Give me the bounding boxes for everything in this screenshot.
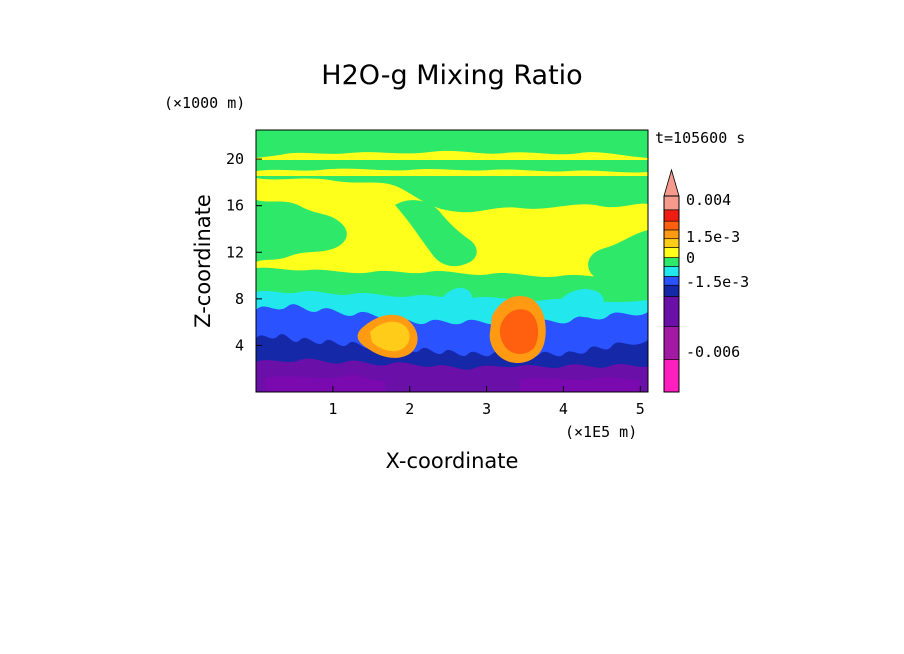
colorbar-segment <box>663 276 680 286</box>
x-axis-ticks: 1 2 3 4 5 <box>328 386 645 418</box>
x-tick-label: 5 <box>636 400 645 418</box>
plot-frame <box>255 129 649 393</box>
x-tick-label: 2 <box>405 400 414 418</box>
colorbar-label-0004: 0.004 <box>686 191 731 209</box>
colorbar-label-neg0006: -0.006 <box>686 343 740 361</box>
colorbar-label-0: 0 <box>686 249 695 267</box>
y-tick-label: 20 <box>226 150 244 168</box>
colorbar-segment <box>663 284 680 297</box>
colorbar-labels: 0.004 1.5e-3 0 -1.5e-3 -0.006 <box>686 191 749 361</box>
y-tick-label: 12 <box>226 243 244 261</box>
contour-field <box>256 130 648 392</box>
colorbar-segment <box>663 195 680 211</box>
x-tick-label: 3 <box>482 400 491 418</box>
y-axis-unit: (×1000 m) <box>164 94 245 112</box>
colorbar-segment <box>663 326 680 360</box>
colorbar-segment <box>663 209 680 222</box>
field-green-top <box>256 130 648 158</box>
x-axis-title: X-coordinate <box>386 449 519 473</box>
x-tick-label: 4 <box>559 400 568 418</box>
x-tick-label: 1 <box>328 400 337 418</box>
field-cyan-plume-1 <box>560 289 604 318</box>
colorbar-segment <box>663 296 680 327</box>
colorbar-segment <box>663 257 680 267</box>
field-cyan-plume-2 <box>440 287 473 313</box>
field-yellowcore-left <box>370 321 410 352</box>
y-tick-label: 8 <box>235 290 244 308</box>
colorbar-label-15e-3: 1.5e-3 <box>686 228 740 246</box>
colorbar-segment <box>663 229 680 240</box>
field-green-left-mid <box>256 200 347 262</box>
colorbar-segment <box>663 247 680 258</box>
colorbar-segment <box>663 359 680 393</box>
field-redorange-right <box>499 309 539 354</box>
colorbar-segment <box>663 238 680 248</box>
field-green-band-2 <box>256 160 648 173</box>
field-green-plume <box>395 200 477 267</box>
colorbar-extend-arrow <box>663 168 680 197</box>
y-axis-ticks: 4 8 12 16 20 <box>226 150 262 354</box>
y-tick-label: 4 <box>235 336 244 354</box>
x-axis-unit: (×1E5 m) <box>565 423 637 441</box>
chart-title: H2O-g Mixing Ratio <box>321 60 582 91</box>
colorbar <box>663 168 680 393</box>
field-green-band-3 <box>256 176 648 213</box>
colorbar-segment <box>663 220 680 231</box>
field-purple-3 <box>520 377 640 392</box>
time-label: t=105600 s <box>655 129 745 147</box>
y-tick-label: 16 <box>226 197 244 215</box>
y-axis-title: Z-coordinate <box>191 194 215 328</box>
field-green-right-mid <box>588 230 648 286</box>
colorbar-label-neg15e-3: -1.5e-3 <box>686 273 749 291</box>
field-purple-2 <box>265 375 385 392</box>
colorbar-segment <box>663 266 680 277</box>
colorbar-frame <box>663 195 680 393</box>
